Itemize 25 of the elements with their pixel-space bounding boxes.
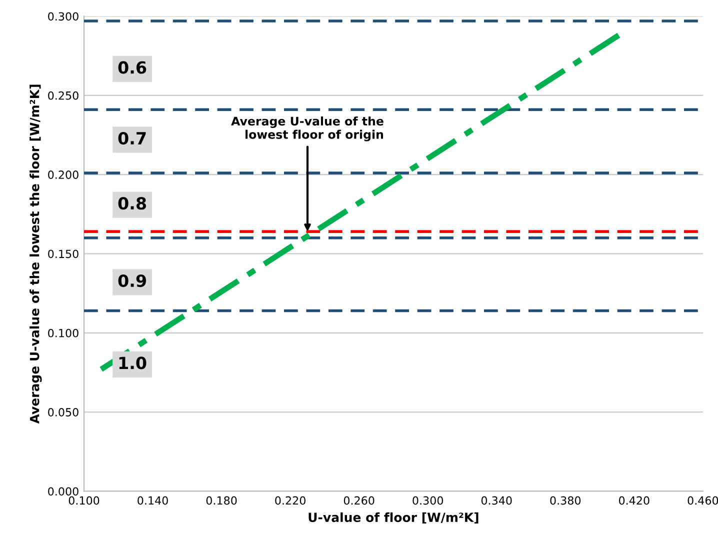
annotation: 0.7 (118, 132, 146, 145)
annotation: 0.9 (118, 274, 146, 288)
x-tick-label: 0.420 (618, 496, 650, 505)
x-tick-label: 0.380 (550, 496, 581, 505)
y-tick-label: 0.050 (48, 408, 78, 416)
x-tick-label: 0.180 (206, 496, 237, 505)
x-tick-label: 0.100 (68, 496, 100, 505)
y-tick-label: 0.100 (48, 328, 78, 338)
y-tick-label: 0.150 (48, 250, 78, 258)
x-axis-title: U-value of floor [W/m²K] (308, 512, 478, 524)
x-tick-label: 0.220 (275, 496, 306, 505)
x-tick-label: 0.300 (412, 496, 444, 505)
x-tick-label: 0.260 (344, 496, 374, 505)
x-tick-label: 0.460 (688, 496, 718, 505)
annotation: Average U-value of the lowest floor of origin (231, 116, 384, 142)
y-tick-label: 0.200 (48, 170, 78, 179)
x-tick-label: 0.340 (481, 496, 512, 505)
y-tick-label: 0.300 (48, 12, 78, 21)
y-tick-label: 0.250 (48, 91, 78, 100)
annotation: 1.0 (119, 356, 146, 370)
annotation: 0.6 (118, 61, 146, 74)
x-tick-label: 0.140 (138, 496, 168, 505)
y-tick-label: 0.000 (48, 487, 78, 496)
annotation: 0.8 (118, 197, 146, 210)
y-axis-title: Average U-value of the lowest the floor [W/m²K] (30, 84, 42, 424)
